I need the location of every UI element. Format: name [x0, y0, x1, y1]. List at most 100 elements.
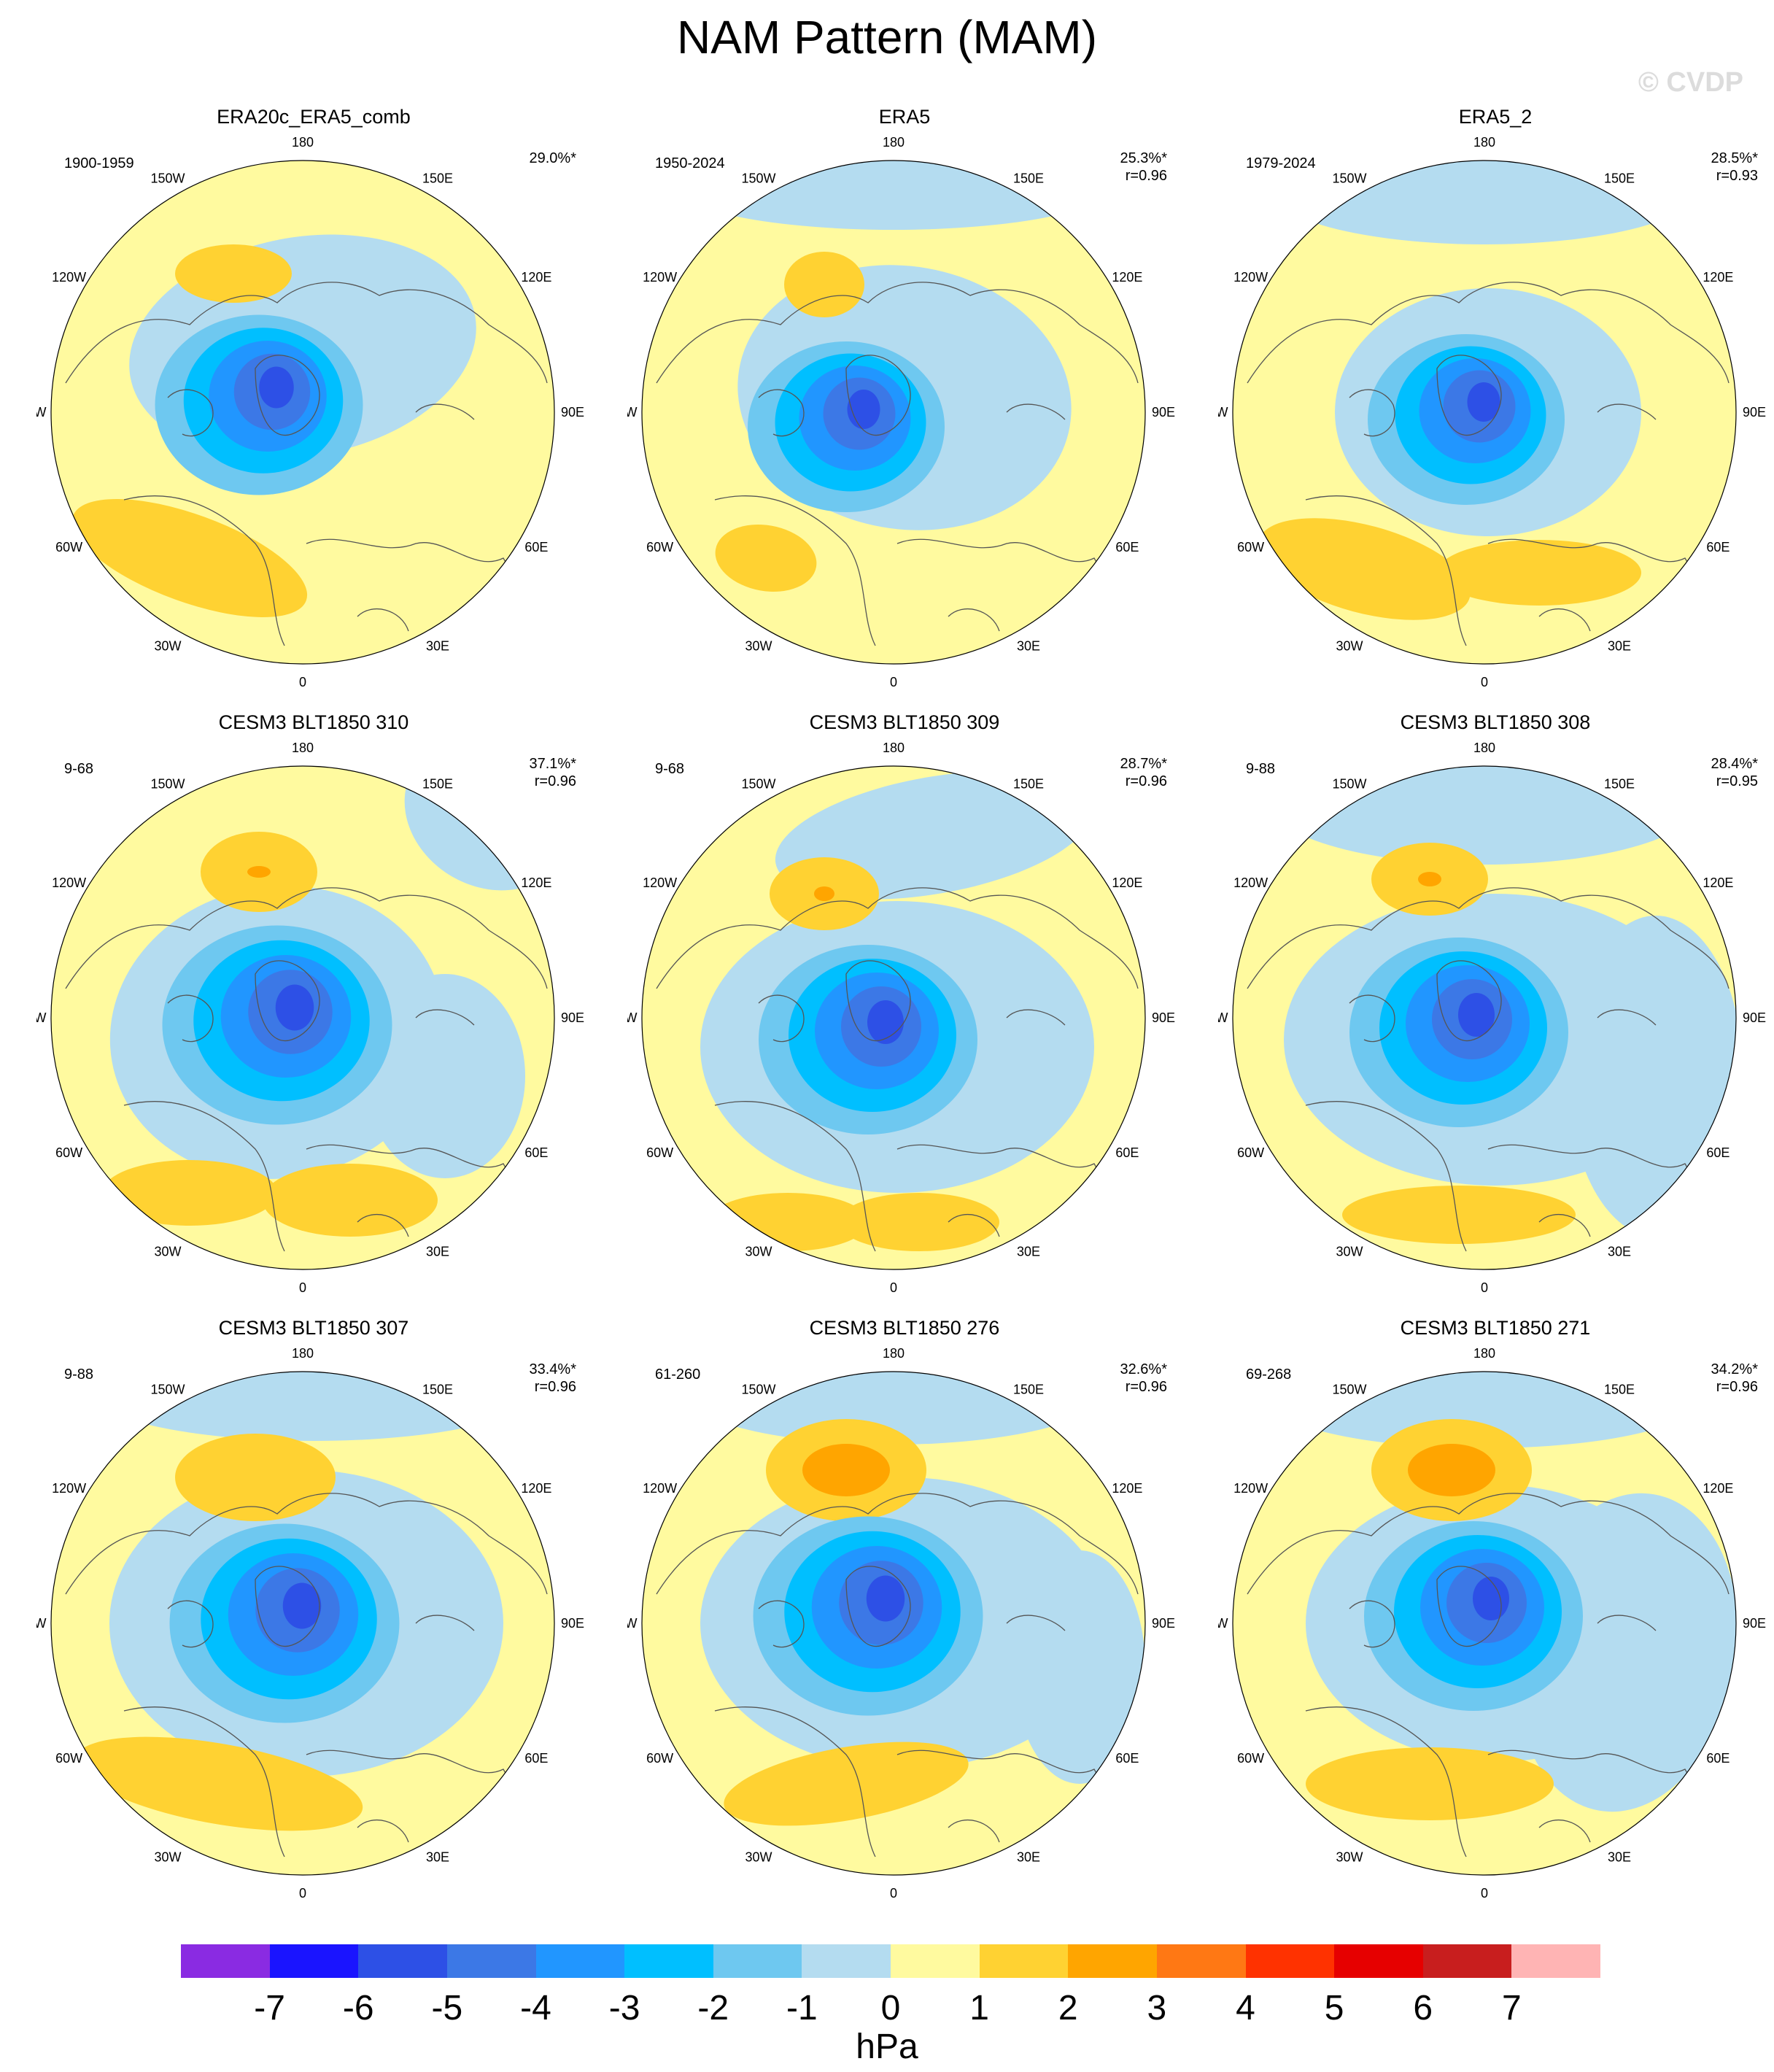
panel-period: 9-68: [64, 761, 94, 777]
longitude-label: 150E: [1604, 777, 1635, 792]
longitude-label: 150W: [1332, 171, 1366, 186]
map-border: [641, 1371, 1146, 1876]
longitude-label: 120W: [1233, 875, 1268, 890]
longitude-label: 120W: [52, 270, 86, 285]
longitude-label: 30E: [1017, 638, 1040, 653]
colorbar-tick-label: 1: [969, 1989, 989, 2027]
longitude-label: 90W: [36, 1616, 47, 1631]
longitude-label: 30E: [1017, 1849, 1040, 1864]
polar-map: 180 150E 120E 90E 60E 30E 0 30W 60W 90W 120W 150W: [36, 1346, 584, 1901]
longitude-label: 0: [890, 1280, 897, 1295]
longitude-label: 180: [1473, 1346, 1495, 1361]
longitude-label: 30W: [154, 638, 181, 653]
panel-variance-pct: 28.5%*: [1711, 150, 1759, 166]
panel-period: 61-260: [655, 1366, 701, 1383]
longitude-label: 0: [890, 675, 897, 689]
polar-map: 180 150E 120E 90E 60E 30E 0 30W 60W 90W 120W 150W: [36, 741, 584, 1295]
longitude-label: 0: [299, 1280, 306, 1295]
longitude-label: 30E: [1017, 1244, 1040, 1259]
longitude-label: 0: [890, 1886, 897, 1901]
longitude-label: 60E: [524, 540, 548, 554]
longitude-label: 150W: [150, 171, 185, 186]
longitude-label: 30W: [745, 638, 772, 653]
longitude-label: 120E: [1703, 1481, 1733, 1496]
longitude-label: 150E: [422, 171, 453, 186]
longitude-label: 60W: [55, 1145, 82, 1160]
longitude-label: 60W: [646, 1751, 673, 1766]
colorbar-ticks: -7 -6 -5 -4 -3 -2 -1 0 1 2 3 4 5 6 7: [181, 1988, 1600, 2032]
pressure-field: [71, 234, 476, 617]
longitude-label: 150W: [150, 777, 185, 792]
colorbar-tick-label: 2: [1058, 1989, 1078, 2027]
longitude-label: 90W: [627, 405, 638, 420]
panel-correlation: r=0.96: [1125, 168, 1167, 184]
panel-correlation: r=0.95: [1716, 773, 1758, 789]
polar-map: 180 150E 120E 90E 60E 30E 0 30W 60W 90W 120W 150W: [627, 1346, 1175, 1901]
colorbar-tick-label: -1: [786, 1989, 818, 2027]
colorbar-segment: [446, 1944, 536, 1978]
colorbar-segment: [979, 1944, 1069, 1978]
pressure-field: [1258, 161, 1703, 620]
pressure-field: [1266, 766, 1736, 1244]
longitude-label: 120E: [521, 1481, 551, 1496]
panel-period: 1979-2024: [1246, 155, 1316, 171]
panel-stats: 33.4%* r=0.96: [530, 1361, 577, 1396]
panel-stats: 28.4%* r=0.95: [1711, 755, 1759, 790]
map-border: [641, 160, 1146, 665]
panel-title: ERA5_2: [1458, 106, 1533, 128]
map-panel: 180 150E 120E 90E 60E 30E 0 30W 60W 90W 120W 150W E…: [1218, 106, 1773, 689]
colorbar: [181, 1944, 1600, 1978]
polar-map: 180 150E 120E 90E 60E 30E 0 30W 60W 90W 120W 150W: [627, 135, 1175, 689]
longitude-label: 120E: [1112, 875, 1142, 890]
panel-correlation: r=0.96: [1125, 1379, 1167, 1395]
longitude-label: 90W: [627, 1616, 638, 1631]
longitude-label: 30W: [1336, 638, 1363, 653]
longitude-label: 60W: [646, 1145, 673, 1160]
longitude-label: 30W: [1336, 1244, 1363, 1259]
longitude-label: 0: [1481, 1886, 1488, 1901]
colorbar-tick-label: 6: [1413, 1989, 1433, 2027]
panel-stats: 25.3%* r=0.96: [1120, 150, 1168, 185]
panel-period: 9-88: [1246, 761, 1276, 777]
longitude-label: 60W: [646, 540, 673, 554]
map-panel: 180 150E 120E 90E 60E 30E 0 30W 60W 90W 120W 150W C…: [1218, 711, 1773, 1295]
main-title: NAM Pattern (MAM): [676, 11, 1098, 63]
longitude-label: 90W: [36, 1010, 47, 1025]
longitude-label: 90W: [1218, 405, 1228, 420]
longitude-label: 60W: [55, 540, 82, 554]
map-border: [1232, 160, 1737, 665]
longitude-label: 90W: [1218, 1616, 1228, 1631]
panel-correlation: r=0.96: [1716, 1379, 1758, 1395]
pressure-field: [1266, 1372, 1736, 1820]
longitude-label: 180: [883, 1346, 905, 1361]
colorbar-segment: [1156, 1944, 1246, 1978]
longitude-label: 120W: [52, 875, 86, 890]
colorbar-tick-label: -4: [520, 1989, 551, 2027]
longitude-label: 150W: [1332, 777, 1366, 792]
colorbar-segment: [713, 1944, 802, 1978]
panel-title: CESM3 BLT1850 308: [1400, 711, 1591, 733]
longitude-label: 150E: [1013, 171, 1044, 186]
panel-stats: 32.6%* r=0.96: [1120, 1361, 1168, 1396]
colorbar-tick-label: 4: [1236, 1989, 1255, 2027]
map-border: [1232, 765, 1737, 1270]
colorbar-segment: [535, 1944, 625, 1978]
colorbar-segment: [1334, 1944, 1423, 1978]
longitude-label: 60E: [524, 1751, 548, 1766]
longitude-label: 30W: [1336, 1849, 1363, 1864]
colorbar-segment: [358, 1944, 447, 1978]
coastlines: [1247, 1493, 1730, 1858]
longitude-label: 60E: [1115, 1751, 1139, 1766]
longitude-label: 150W: [741, 171, 775, 186]
longitude-label: 0: [299, 1886, 306, 1901]
panel-title: CESM3 BLT1850 276: [809, 1317, 1000, 1339]
longitude-label: 180: [1473, 135, 1495, 150]
map-panel: 180 150E 120E 90E 60E 30E 0 30W 60W 90W 120W 150W E…: [627, 106, 1182, 689]
longitude-label: 120E: [521, 270, 551, 285]
longitude-label: 60W: [1237, 1145, 1264, 1160]
panel-title: CESM3 BLT1850 307: [218, 1317, 409, 1339]
longitude-label: 90E: [1152, 1616, 1175, 1631]
longitude-label: 90W: [1218, 1010, 1228, 1025]
longitude-label: 90E: [1743, 1616, 1766, 1631]
longitude-label: 90E: [1743, 1010, 1766, 1025]
